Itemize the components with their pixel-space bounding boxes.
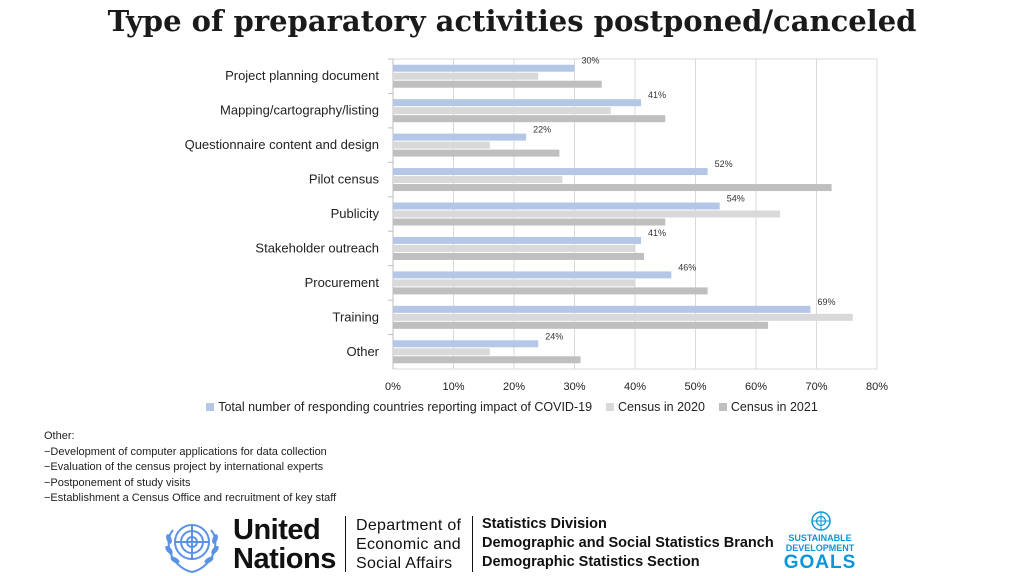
category-label: Pilot census bbox=[309, 172, 380, 187]
legend-item-total: Total number of responding countries rep… bbox=[206, 400, 592, 414]
data-label: 54% bbox=[727, 194, 745, 204]
bar bbox=[393, 64, 575, 72]
legend-item-census-2021: Census in 2021 bbox=[718, 400, 818, 414]
divider bbox=[345, 516, 346, 572]
notes-item: −Development of computer applications fo… bbox=[44, 445, 327, 458]
desa-wordmark: Department of Economic and Social Affair… bbox=[356, 516, 461, 573]
bar bbox=[393, 141, 490, 149]
other-notes: Other: −Development of computer applicat… bbox=[44, 429, 336, 507]
notes-item: −Establishment a Census Office and recru… bbox=[44, 492, 337, 504]
x-tick-label: 20% bbox=[503, 381, 525, 393]
chart-title: Type of preparatory activities postponed… bbox=[107, 4, 917, 38]
bar bbox=[393, 80, 602, 88]
desa-line3: Social Affairs bbox=[356, 555, 453, 572]
notes-item: −Evaluation of the census project by int… bbox=[44, 461, 324, 473]
category-label: Stakeholder outreach bbox=[255, 240, 379, 255]
bar bbox=[393, 168, 708, 176]
legend-label-census-2020: Census in 2020 bbox=[618, 400, 705, 414]
bar bbox=[393, 287, 708, 295]
chart-legend: Total number of responding countries rep… bbox=[0, 400, 1024, 414]
x-tick-label: 30% bbox=[563, 381, 585, 393]
x-tick-label: 50% bbox=[684, 381, 706, 393]
un-emblem-small-icon bbox=[811, 511, 831, 531]
bar bbox=[393, 115, 666, 123]
x-tick-label: 10% bbox=[442, 381, 464, 393]
category-label: Other bbox=[346, 344, 379, 359]
x-tick-label: 0% bbox=[385, 381, 401, 393]
data-label: 41% bbox=[648, 228, 666, 238]
legend-item-census-2020: Census in 2020 bbox=[606, 400, 705, 414]
un-emblem-icon bbox=[165, 524, 219, 573]
sdg-line2: DEVELOPMENT bbox=[785, 543, 855, 553]
legend-swatch-total bbox=[206, 403, 215, 411]
desa-line1: Department of bbox=[356, 517, 462, 534]
data-label: 46% bbox=[678, 262, 696, 272]
un-line1: United bbox=[233, 514, 321, 546]
bar bbox=[393, 72, 539, 80]
data-label: 30% bbox=[582, 56, 600, 66]
un-wordmark: United Nations bbox=[233, 516, 336, 574]
bar bbox=[393, 149, 560, 157]
divider bbox=[472, 516, 473, 572]
category-label: Publicity bbox=[331, 206, 380, 221]
category-label: Procurement bbox=[305, 275, 380, 290]
desa-line2: Economic and bbox=[356, 536, 461, 553]
category-label: Training bbox=[333, 309, 379, 324]
bar bbox=[393, 218, 666, 226]
stat-line1: Statistics Division bbox=[482, 516, 607, 532]
category-label: Mapping/cartography/listing bbox=[220, 103, 379, 118]
bar bbox=[393, 348, 490, 356]
statistics-division-text: Statistics Division Demographic and Soci… bbox=[482, 515, 774, 572]
x-tick-label: 80% bbox=[866, 381, 888, 393]
bar bbox=[393, 356, 581, 364]
bar bbox=[393, 99, 642, 107]
bar bbox=[393, 305, 811, 313]
stat-line2: Demographic and Social Statistics Branch bbox=[482, 535, 774, 551]
x-tick-label: 60% bbox=[745, 381, 767, 393]
sdg-logo: SUSTAINABLE DEVELOPMENT GOALS bbox=[782, 510, 858, 574]
notes-heading: Other: bbox=[44, 430, 75, 442]
category-label: Project planning document bbox=[225, 68, 379, 83]
footer: United Nations Department of Economic an… bbox=[0, 510, 1024, 576]
data-label: 22% bbox=[533, 125, 551, 135]
data-label: 24% bbox=[545, 331, 563, 341]
legend-swatch-census-2020 bbox=[606, 403, 615, 411]
legend-label-total: Total number of responding countries rep… bbox=[218, 400, 593, 414]
bar bbox=[393, 271, 672, 279]
bar bbox=[393, 184, 832, 192]
legend-label-census-2021: Census in 2021 bbox=[730, 400, 818, 414]
category-label: Questionnaire content and design bbox=[185, 137, 379, 152]
bar bbox=[393, 340, 539, 348]
stat-line3: Demographic Statistics Section bbox=[482, 554, 700, 570]
bar bbox=[393, 279, 635, 287]
bar bbox=[393, 107, 611, 115]
bar bbox=[393, 252, 645, 260]
bar bbox=[393, 133, 527, 141]
x-tick-label: 70% bbox=[805, 381, 827, 393]
notes-item: −Postponement of study visits bbox=[44, 476, 191, 489]
bar bbox=[393, 236, 642, 244]
sdg-goals: GOALS bbox=[783, 552, 857, 573]
data-label: 52% bbox=[715, 159, 733, 169]
bar-chart: 0% 10% 20% 30% 40% 50% 60% 70% 80% Project planni… bbox=[185, 56, 889, 393]
bar bbox=[393, 210, 781, 218]
un-line2: Nations bbox=[233, 543, 336, 575]
data-label: 41% bbox=[648, 90, 666, 100]
data-label: 69% bbox=[817, 297, 835, 307]
x-tick-label: 40% bbox=[624, 381, 646, 393]
bar bbox=[393, 244, 635, 252]
bar bbox=[393, 176, 563, 184]
legend-swatch-census-2021 bbox=[718, 403, 727, 411]
sdg-line1: SUSTAINABLE bbox=[788, 533, 852, 543]
bar bbox=[393, 321, 769, 329]
bar bbox=[393, 202, 720, 210]
bar bbox=[393, 313, 853, 321]
